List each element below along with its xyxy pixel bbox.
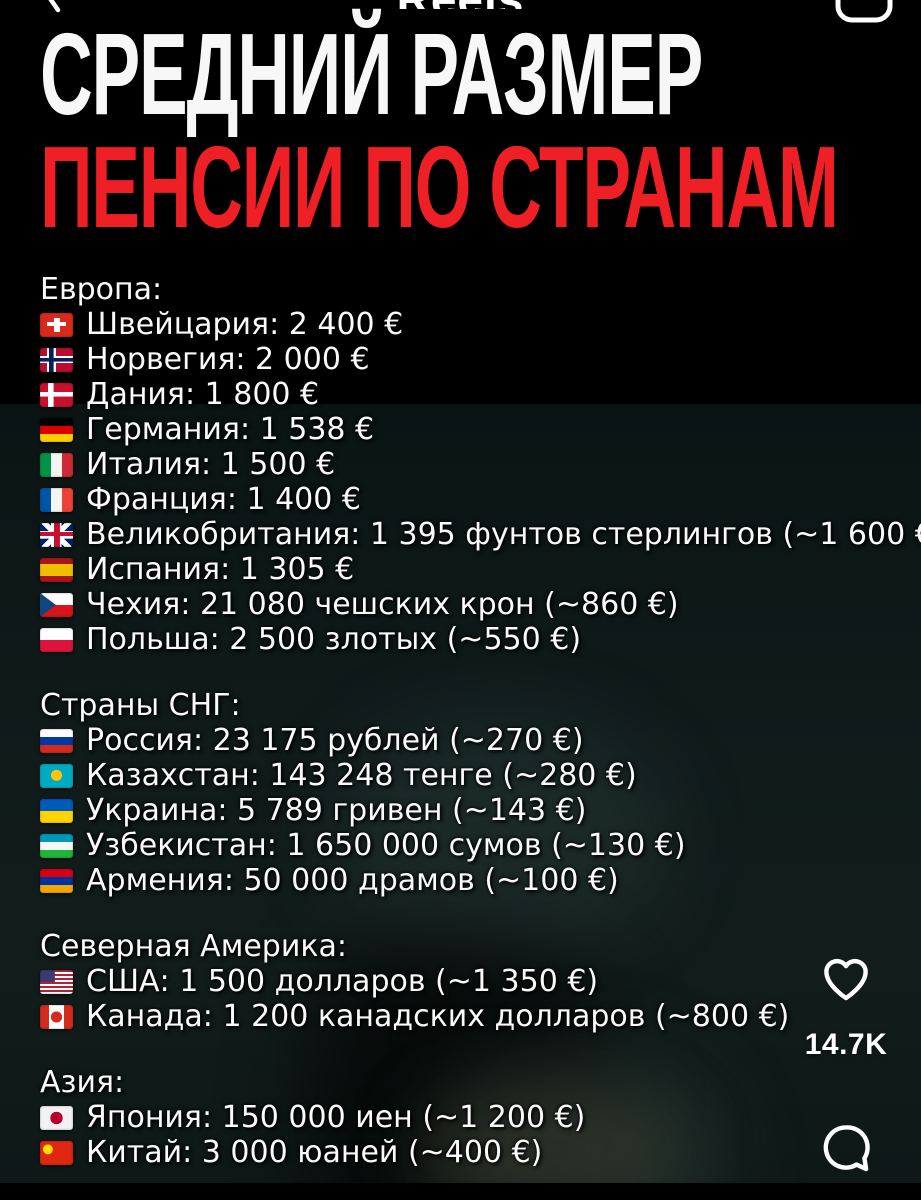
country-pension-text: Чехия: 21 080 чешских крон (~860 €) [86,587,679,622]
flag-united-kingdom-icon [40,522,73,547]
video-blur-shape [300,904,620,1200]
back-chevron-icon[interactable] [32,0,66,16]
flag-canada-icon [40,1004,73,1029]
flag-czechia-icon [40,592,73,617]
country-row: Казахстан: 143 248 тенге (~280 €) [40,758,900,793]
country-pension-text: Великобритания: 1 395 фунтов стерлингов … [86,517,921,552]
flag-denmark-icon [40,382,73,407]
country-row: Германия: 1 538 € [40,412,900,447]
country-row: Украина: 5 789 гривен (~143 €) [40,793,900,828]
comment-icon[interactable] [818,1120,874,1176]
country-row: Дания: 1 800 € [40,377,900,412]
country-pension-text: Россия: 23 175 рублей (~270 €) [86,723,584,758]
section-heading: Страны СНГ: [40,688,241,723]
country-pension-text: Украина: 5 789 гривен (~143 €) [86,793,587,828]
country-row: Швейцария: 2 400 € [40,307,900,342]
country-pension-text: Франция: 1 400 € [86,482,361,517]
flag-uzbekistan-icon [40,833,73,858]
topbar: Reels [0,0,921,40]
section-heading: Европа: [40,272,163,307]
country-section: Азия: Япония: 150 000 иен (~1 200 €) Китай… [40,1065,900,1170]
country-row: Чехия: 21 080 чешских крон (~860 €) [40,587,900,622]
country-row: Китай: 3 000 юаней (~400 €) [40,1135,900,1170]
country-pension-text: Казахстан: 143 248 тенге (~280 €) [86,758,637,793]
reels-title: Reels [397,0,525,9]
country-pension-text: Канада: 1 200 канадских долларов (~800 €… [86,999,790,1034]
country-pension-text: Германия: 1 538 € [86,412,375,447]
country-pension-text: Дания: 1 800 € [86,377,320,412]
country-row: Норвегия: 2 000 € [40,342,900,377]
country-row: Польша: 2 500 злотых (~550 €) [40,622,900,657]
likes-count[interactable]: 14.7K [804,1028,888,1061]
country-section: Страны СНГ: Россия: 23 175 рублей (~270 €… [40,688,900,898]
flag-japan-icon [40,1105,73,1130]
country-section: Северная Америка: США: 1 500 долларов (~1… [40,929,900,1034]
flag-poland-icon [40,627,73,652]
country-row: Армения: 50 000 драмов (~100 €) [40,863,900,898]
country-row: Франция: 1 400 € [40,482,900,517]
country-pension-text: Норвегия: 2 000 € [86,342,370,377]
country-pension-text: Швейцария: 2 400 € [86,307,404,342]
flag-spain-icon [40,557,73,582]
country-pension-text: США: 1 500 долларов (~1 350 €) [86,964,599,999]
letterbox-strip [0,1183,921,1200]
section-heading: Северная Америка: [40,929,347,964]
flag-usa-icon [40,969,73,994]
country-section: Европа: Швейцария: 2 400 € Норвегия: 2 000… [40,272,921,657]
flag-kazakhstan-icon [40,763,73,788]
country-row: Япония: 150 000 иен (~1 200 €) [40,1100,900,1135]
country-pension-text: Италия: 1 500 € [86,447,336,482]
country-pension-text: Япония: 150 000 иен (~1 200 €) [86,1100,586,1135]
section-heading: Азия: [40,1065,125,1100]
pension-list: Европа: Швейцария: 2 400 € Норвегия: 2 000… [40,272,921,1200]
video-background [0,404,921,1200]
headline-line2: ПЕНСИИ ПО СТРАНАМ [40,122,839,252]
video-blur-shape [420,1094,680,1200]
flag-switzerland-icon [40,312,73,337]
country-pension-text: Узбекистан: 1 650 000 сумов (~130 €) [86,828,686,863]
country-pension-text: Польша: 2 500 злотых (~550 €) [86,622,582,657]
heart-icon[interactable] [818,950,874,1006]
country-row: США: 1 500 долларов (~1 350 €) [40,964,900,999]
reels-title-clip: Reels [0,0,921,9]
flag-france-icon [40,487,73,512]
country-row: Испания: 1 305 € [40,552,900,587]
country-pension-text: Армения: 50 000 драмов (~100 €) [86,863,619,898]
video-headline: СРЕДНИЙ РАЗМЕР ПЕНСИИ ПО СТРАНАМ [40,9,921,252]
country-row: Узбекистан: 1 650 000 сумов (~130 €) [40,828,900,863]
flag-norway-icon [40,347,73,372]
flag-germany-icon [40,417,73,442]
country-row: Италия: 1 500 € [40,447,900,482]
country-row: Россия: 23 175 рублей (~270 €) [40,723,900,758]
country-pension-text: Китай: 3 000 юаней (~400 €) [86,1135,543,1170]
headline-line1: СРЕДНИЙ РАЗМЕР [40,9,703,139]
flag-china-icon [40,1140,73,1165]
video-blur-shape [330,714,670,954]
flag-armenia-icon [40,868,73,893]
flag-ukraine-icon [40,798,73,823]
camera-icon[interactable] [833,0,895,24]
country-row: Канада: 1 200 канадских долларов (~800 €… [40,999,900,1034]
country-pension-text: Испания: 1 305 € [86,552,355,587]
flag-russia-icon [40,728,73,753]
country-row: Великобритания: 1 395 фунтов стерлингов … [40,517,921,552]
flag-italy-icon [40,452,73,477]
